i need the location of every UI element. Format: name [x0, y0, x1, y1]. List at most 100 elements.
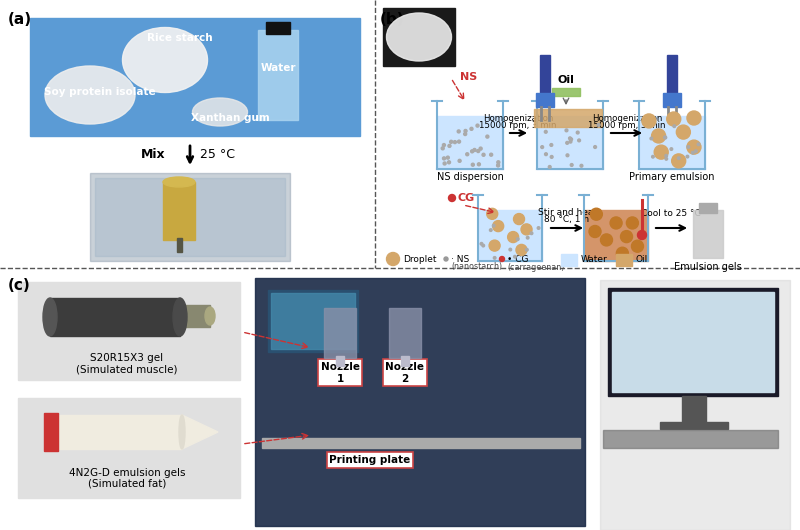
- Text: Oil: Oil: [636, 255, 648, 264]
- Circle shape: [470, 150, 474, 153]
- Circle shape: [508, 232, 518, 243]
- Text: (nanostarch): (nanostarch): [451, 262, 502, 271]
- Circle shape: [478, 163, 481, 166]
- Bar: [699, 203, 717, 213]
- Circle shape: [638, 231, 646, 240]
- Circle shape: [538, 227, 540, 229]
- Text: (b): (b): [380, 12, 405, 27]
- Ellipse shape: [193, 98, 247, 126]
- Circle shape: [442, 147, 444, 150]
- Ellipse shape: [173, 298, 187, 336]
- Circle shape: [473, 148, 476, 152]
- Circle shape: [665, 157, 667, 160]
- Circle shape: [499, 257, 505, 261]
- Circle shape: [678, 157, 680, 160]
- Text: (c): (c): [8, 278, 30, 293]
- Bar: [18, 398, 240, 498]
- Bar: [693, 210, 723, 258]
- Circle shape: [471, 163, 474, 166]
- Circle shape: [590, 208, 602, 220]
- Circle shape: [514, 255, 516, 258]
- Circle shape: [449, 195, 455, 201]
- Circle shape: [566, 142, 569, 144]
- Text: Droplet: Droplet: [403, 254, 437, 263]
- Circle shape: [687, 111, 701, 125]
- Circle shape: [480, 243, 482, 245]
- Bar: [324, 308, 356, 358]
- Circle shape: [490, 229, 492, 232]
- Circle shape: [650, 137, 653, 140]
- Circle shape: [386, 252, 399, 266]
- Circle shape: [476, 124, 479, 127]
- Ellipse shape: [45, 66, 135, 124]
- Ellipse shape: [205, 307, 215, 325]
- Text: Water: Water: [581, 255, 608, 264]
- Bar: [437, 116, 503, 169]
- Circle shape: [517, 238, 519, 241]
- Bar: [262, 438, 580, 448]
- Circle shape: [497, 164, 499, 167]
- Circle shape: [530, 232, 533, 235]
- Bar: [540, 55, 550, 95]
- Circle shape: [570, 138, 573, 140]
- Text: Mix: Mix: [140, 148, 165, 162]
- Circle shape: [497, 161, 500, 164]
- Bar: [50, 298, 180, 336]
- Circle shape: [458, 140, 461, 143]
- Circle shape: [443, 162, 446, 165]
- Circle shape: [676, 125, 690, 139]
- Polygon shape: [182, 415, 218, 449]
- Text: Homogenization: Homogenization: [483, 114, 553, 123]
- Circle shape: [477, 149, 480, 153]
- Circle shape: [691, 152, 694, 154]
- Bar: [536, 93, 554, 107]
- Bar: [667, 55, 677, 95]
- Text: Water: Water: [260, 63, 296, 73]
- Bar: [600, 280, 790, 530]
- Circle shape: [489, 240, 500, 251]
- Circle shape: [589, 225, 601, 237]
- Text: · NS: · NS: [451, 254, 470, 263]
- Bar: [44, 413, 58, 451]
- Circle shape: [578, 139, 581, 142]
- Circle shape: [521, 224, 532, 235]
- Text: Nozzle
2: Nozzle 2: [386, 362, 425, 384]
- Ellipse shape: [43, 298, 57, 336]
- Bar: [180, 305, 210, 327]
- Circle shape: [601, 234, 613, 246]
- Circle shape: [651, 129, 666, 143]
- Text: 15000 rpm, 3 min: 15000 rpm, 3 min: [479, 121, 557, 130]
- Circle shape: [482, 244, 485, 247]
- Circle shape: [569, 140, 572, 143]
- Circle shape: [446, 156, 450, 159]
- Circle shape: [466, 153, 469, 156]
- Text: Cool to 25 °C: Cool to 25 °C: [641, 209, 701, 218]
- Circle shape: [454, 140, 457, 144]
- Text: Rice starch: Rice starch: [147, 33, 213, 43]
- Text: Stir and heat: Stir and heat: [538, 208, 597, 217]
- Circle shape: [594, 146, 597, 148]
- Text: Primary emulsion: Primary emulsion: [630, 172, 714, 182]
- Circle shape: [470, 127, 473, 130]
- Text: Printing plate: Printing plate: [330, 455, 410, 465]
- Bar: [271, 293, 355, 349]
- Text: Homogenization: Homogenization: [592, 114, 662, 123]
- Circle shape: [464, 132, 466, 136]
- Bar: [616, 254, 632, 266]
- Circle shape: [482, 153, 485, 156]
- Circle shape: [545, 153, 547, 156]
- Text: (carrageenan): (carrageenan): [507, 262, 564, 271]
- Bar: [255, 278, 585, 526]
- Circle shape: [450, 140, 453, 143]
- Circle shape: [550, 144, 553, 146]
- Circle shape: [694, 150, 697, 153]
- Text: Soy protein isolate: Soy protein isolate: [44, 87, 156, 97]
- Circle shape: [458, 160, 461, 162]
- Circle shape: [541, 146, 543, 148]
- Circle shape: [509, 248, 511, 251]
- Text: 3D printer control
computer: 3D printer control computer: [637, 298, 749, 320]
- Circle shape: [447, 161, 450, 164]
- Circle shape: [493, 220, 504, 232]
- Circle shape: [565, 129, 568, 132]
- Circle shape: [664, 136, 666, 139]
